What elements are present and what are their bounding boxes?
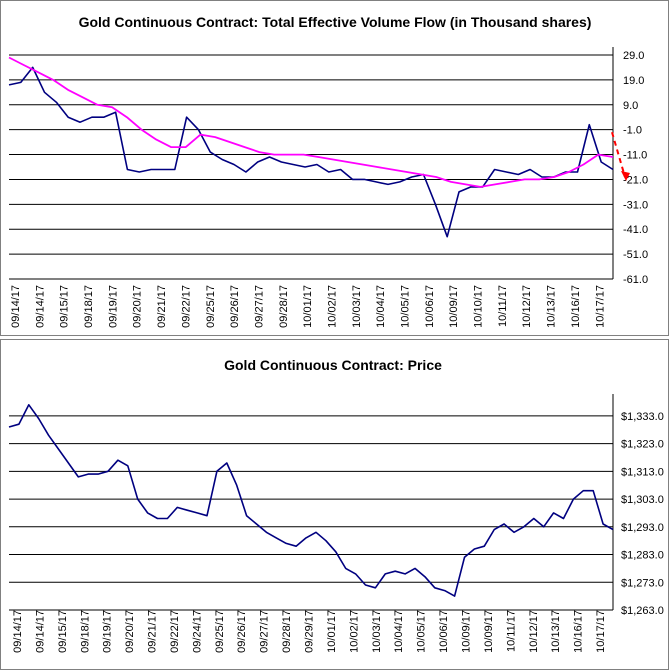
x-tick-label: 09/22/17: [169, 610, 181, 653]
y-tick-label: 29.0: [623, 50, 644, 62]
x-tick-label: 09/14/17: [34, 610, 46, 653]
x-tick-label: 10/06/17: [424, 285, 436, 328]
moving-average-line: [8, 56, 614, 188]
x-tick-label: 09/21/17: [147, 610, 159, 653]
y-tick-label: -21.0: [623, 174, 648, 186]
y-tick-label: $1,313.0: [621, 466, 664, 478]
y-tick-label: -41.0: [623, 224, 648, 236]
x-tick-label: 10/06/17: [438, 610, 450, 653]
y-tick-label: $1,293.0: [621, 522, 664, 534]
y-tick-label: -1.0: [623, 125, 642, 137]
y-tick-label: $1,323.0: [621, 439, 664, 451]
series-group: [8, 56, 630, 238]
y-tick-label: $1,283.0: [621, 550, 664, 562]
x-tick-label: 09/27/17: [253, 285, 265, 328]
x-tick-label: 10/11/17: [505, 610, 517, 652]
x-tick-label: 10/12/17: [528, 610, 540, 653]
x-tick-label: 10/02/17: [326, 285, 338, 328]
x-tick-label: 10/13/17: [550, 610, 562, 653]
y-tick-label: -61.0: [623, 274, 648, 286]
volume-flow-chart-panel: Gold Continuous Contract: Total Effectiv…: [0, 0, 669, 336]
x-tick-label: 10/01/17: [326, 610, 338, 653]
x-tick-label: 10/17/17: [595, 610, 607, 653]
series-line: [8, 66, 614, 238]
x-tick-label: 09/28/17: [281, 610, 293, 653]
grid: [9, 394, 614, 611]
y-tick-label: -31.0: [623, 199, 648, 211]
x-tick-label: 09/25/17: [214, 610, 226, 653]
x-tick-label: 09/20/17: [124, 610, 136, 653]
grid: [9, 47, 614, 280]
x-tick-label: 10/01/17: [302, 285, 314, 328]
projection-arrowhead: [621, 170, 630, 181]
x-tick-label: 10/09/17: [460, 610, 472, 653]
x-tick-label: 10/05/17: [400, 285, 412, 328]
x-tick-label: 10/09/17: [483, 610, 495, 653]
x-tick-label: 09/25/17: [205, 285, 217, 328]
y-tick-label: 9.0: [623, 100, 638, 112]
x-tick-label: 09/29/17: [304, 610, 316, 653]
projection-arrow: [611, 131, 626, 178]
x-tick-label: 10/16/17: [570, 285, 582, 328]
x-tick-label: 09/18/17: [83, 285, 95, 328]
chart-title: Gold Continuous Contract: Price: [224, 357, 442, 373]
y-axis-labels: 29.0 19.0 9.0 -1.0 -11.0 -21.0 -31.0 -41.0 -51.0…: [623, 50, 648, 286]
x-axis-labels: 09/14/17 09/14/17 09/15/17 09/18/17 09/19/17…: [12, 610, 607, 653]
y-tick-label: $1,273.0: [621, 577, 664, 589]
x-tick-label: 10/02/17: [348, 610, 360, 653]
x-tick-label: 09/22/17: [180, 285, 192, 328]
x-tick-label: 09/26/17: [236, 610, 248, 653]
x-tick-label: 10/12/17: [521, 285, 533, 328]
y-tick-label: -11.0: [623, 150, 647, 162]
x-tick-label: 09/18/17: [79, 610, 91, 653]
y-axis-labels: $1,333.0 $1,323.0 $1,313.0 $1,303.0 $1,293.0…: [621, 411, 664, 617]
x-tick-label: 10/11/17: [497, 285, 509, 327]
x-tick-label: 09/19/17: [102, 610, 114, 653]
x-tick-label: 09/24/17: [191, 610, 203, 653]
y-tick-label: $1,303.0: [621, 494, 664, 506]
y-tick-label: $1,263.0: [621, 605, 664, 617]
price-chart: Gold Continuous Contract: Price $1,333.0…: [8, 357, 664, 653]
x-tick-label: 09/19/17: [107, 285, 119, 328]
x-tick-label: 09/15/17: [59, 285, 71, 328]
x-tick-label: 10/03/17: [371, 610, 383, 653]
x-axis-labels: 09/14/17 09/14/17 09/15/17 09/18/17 09/19/17…: [10, 285, 606, 328]
x-tick-label: 10/05/17: [416, 610, 428, 653]
x-tick-label: 09/28/17: [278, 285, 290, 328]
x-tick-label: 09/26/17: [229, 285, 241, 328]
y-tick-label: $1,333.0: [621, 411, 664, 423]
x-tick-label: 10/17/17: [594, 285, 606, 328]
chart-title: Gold Continuous Contract: Total Effectiv…: [79, 14, 592, 30]
x-tick-label: 09/20/17: [132, 285, 144, 328]
x-tick-label: 09/14/17: [10, 285, 22, 328]
x-tick-label: 09/14/17: [12, 610, 24, 653]
x-tick-label: 10/03/17: [351, 285, 363, 328]
x-tick-label: 10/13/17: [546, 285, 558, 328]
x-tick-label: 09/27/17: [259, 610, 271, 653]
x-tick-label: 10/10/17: [473, 285, 485, 328]
series-line: [8, 404, 614, 597]
volume-flow-chart: Gold Continuous Contract: Total Effectiv…: [8, 14, 648, 328]
x-tick-label: 09/14/17: [34, 285, 46, 328]
x-tick-label: 09/15/17: [57, 610, 69, 653]
x-tick-label: 10/09/17: [448, 285, 460, 328]
x-tick-label: 10/04/17: [393, 610, 405, 653]
x-tick-label: 09/21/17: [156, 285, 168, 328]
y-tick-label: -51.0: [623, 249, 648, 261]
price-chart-panel: Gold Continuous Contract: Price $1,333.0…: [0, 339, 669, 670]
series-group: [8, 404, 614, 597]
y-tick-label: 19.0: [623, 75, 644, 87]
x-tick-label: 10/04/17: [375, 285, 387, 328]
x-tick-label: 10/16/17: [573, 610, 585, 653]
